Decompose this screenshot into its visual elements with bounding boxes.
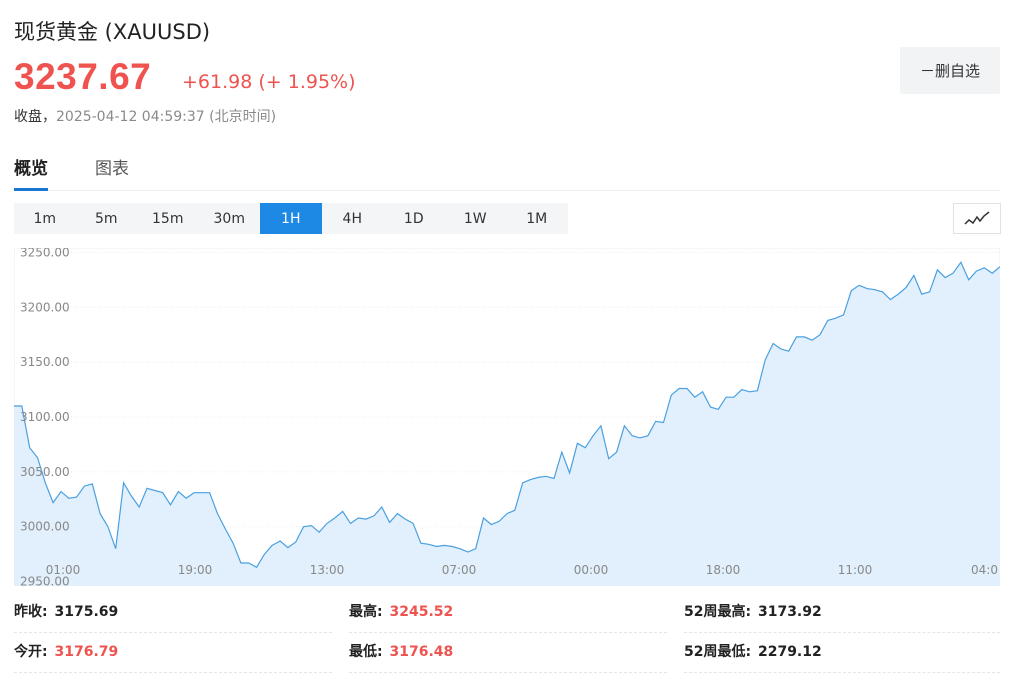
x-tick-label: 19:00 (178, 563, 213, 577)
x-tick-label: 18:00 (706, 563, 741, 577)
x-tick-label: 01:00 (46, 563, 81, 577)
stat-low-value: 3176.48 (389, 644, 454, 660)
status-timestamp: 2025-04-12 04:59:37 (北京时间) (56, 109, 277, 125)
interval-1w[interactable]: 1W (463, 210, 487, 227)
interval-1mo[interactable]: 1M (526, 210, 548, 227)
chart-type-button[interactable] (953, 203, 1001, 234)
interval-1h[interactable]: 1H (260, 203, 322, 234)
interval-1m[interactable]: 1m (33, 210, 57, 227)
tab-bar: 概览 图表 (14, 154, 1000, 191)
y-tick-label: 2950.00 (20, 575, 70, 586)
stat-52w-high-value: 3173.92 (757, 604, 822, 620)
y-tick-label: 3050.00 (20, 465, 70, 479)
interval-4h[interactable]: 4H (342, 210, 362, 227)
interval-5m[interactable]: 5m (94, 210, 118, 227)
tab-overview[interactable]: 概览 (14, 154, 48, 191)
stat-prev-close-value: 3175.69 (54, 604, 119, 620)
stat-prev-close: 昨收: 3175.69 (14, 592, 332, 633)
stat-low-label: 最低: (349, 644, 383, 660)
instrument-title: 现货黄金 (XAUUSD) (14, 20, 211, 44)
line-chart-icon (964, 210, 990, 225)
x-tick-label: 04:0 (971, 563, 998, 577)
current-price: 3237.67 (14, 56, 152, 97)
stat-52w-low-label: 52周最低: (684, 644, 752, 660)
stat-52w-high: 52周最高: 3173.92 (684, 592, 1000, 633)
chart-price-line (14, 261, 1000, 569)
y-tick-label: 3200.00 (20, 300, 70, 314)
y-tick-label: 3100.00 (20, 410, 70, 424)
x-tick-label: 11:00 (838, 563, 873, 577)
status-label: 收盘， (14, 109, 56, 125)
interval-30m[interactable]: 30m (213, 210, 245, 227)
y-tick-label: 3250.00 (20, 248, 70, 259)
stat-open-value: 3176.79 (54, 644, 119, 660)
interval-15m[interactable]: 15m (152, 210, 184, 227)
stat-52w-low: 52周最低: 2279.12 (684, 632, 1000, 673)
stat-high-value: 3245.52 (389, 604, 454, 620)
x-tick-label: 13:00 (310, 563, 345, 577)
x-tick-label: 07:00 (442, 563, 477, 577)
x-tick-label: 00:00 (574, 563, 609, 577)
interval-selector: 1m 5m 15m 30m 1H 4H 1D 1W 1M (14, 203, 568, 234)
chart-area-fill (14, 262, 1000, 586)
remove-watchlist-button[interactable]: －删自选 (900, 47, 1000, 94)
interval-1d[interactable]: 1D (403, 210, 424, 227)
price-change: +61.98 (+ 1.95%) (182, 71, 356, 93)
stat-high-label: 最高: (349, 604, 383, 620)
stat-52w-high-label: 52周最高: (684, 604, 752, 620)
market-status: 收盘，2025-04-12 04:59:37 (北京时间) (14, 106, 276, 126)
price-chart[interactable]: 3250.00 3200.00 3150.00 3100.00 3050.00 3000.… (14, 248, 1000, 586)
y-tick-label: 3150.00 (20, 355, 70, 369)
stat-low: 最低: 3176.48 (349, 632, 667, 673)
stat-prev-close-label: 昨收: (14, 604, 48, 620)
stat-high: 最高: 3245.52 (349, 592, 667, 633)
y-tick-label: 3000.00 (20, 520, 70, 534)
stat-open: 今开: 3176.79 (14, 632, 332, 673)
tab-chart[interactable]: 图表 (95, 159, 129, 179)
stat-52w-low-value: 2279.12 (757, 644, 822, 660)
stat-open-label: 今开: (14, 644, 48, 660)
